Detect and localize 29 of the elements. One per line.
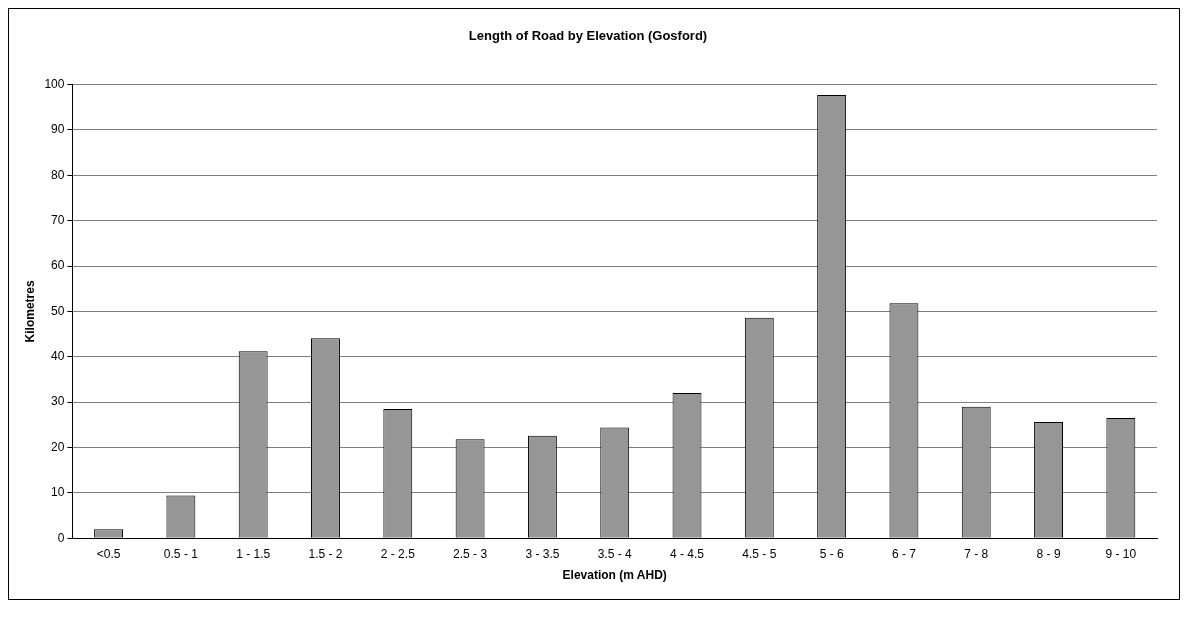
x-tick-label: 4.5 - 5 xyxy=(742,546,777,561)
y-tick-label: 100 xyxy=(44,76,65,91)
y-tick-label: 80 xyxy=(51,167,65,182)
y-tick-label: 0 xyxy=(57,530,65,545)
x-tick-label: 9 - 10 xyxy=(1105,546,1137,561)
x-tick-label: 8 - 9 xyxy=(1036,546,1061,561)
y-tick-label: 20 xyxy=(51,439,65,454)
x-tick-label: 7 - 8 xyxy=(964,546,989,561)
y-tick-label: 70 xyxy=(51,212,65,227)
x-tick-label: 2 - 2.5 xyxy=(380,546,416,561)
y-tick-label: 60 xyxy=(51,258,65,273)
y-axis-title: Kilometres xyxy=(22,280,37,343)
y-tick-label: 90 xyxy=(51,122,65,137)
x-tick-label: 1 - 1.5 xyxy=(236,546,271,561)
x-tick-label: 5 - 6 xyxy=(819,546,844,561)
y-tick-label: 10 xyxy=(51,485,65,500)
x-tick-label: 4 - 4.5 xyxy=(670,546,705,561)
chart-title: Length of Road by Elevation (Gosford) xyxy=(468,28,708,44)
x-tick-label: 1.5 - 2 xyxy=(308,546,343,561)
y-tick-label: 50 xyxy=(51,303,65,318)
y-tick-label: 40 xyxy=(51,349,65,364)
x-tick-label: 2.5 - 3 xyxy=(453,546,488,561)
x-tick-label: 3.5 - 4 xyxy=(597,546,633,561)
x-axis-title: Elevation (m AHD) xyxy=(562,568,667,583)
x-tick-label: 3 - 3.5 xyxy=(525,546,560,561)
x-tick-label: 6 - 7 xyxy=(891,546,917,561)
x-tick-label: <0.5 xyxy=(96,546,121,561)
x-tick-label: 0.5 - 1 xyxy=(163,546,199,561)
y-tick-label: 30 xyxy=(51,394,65,409)
